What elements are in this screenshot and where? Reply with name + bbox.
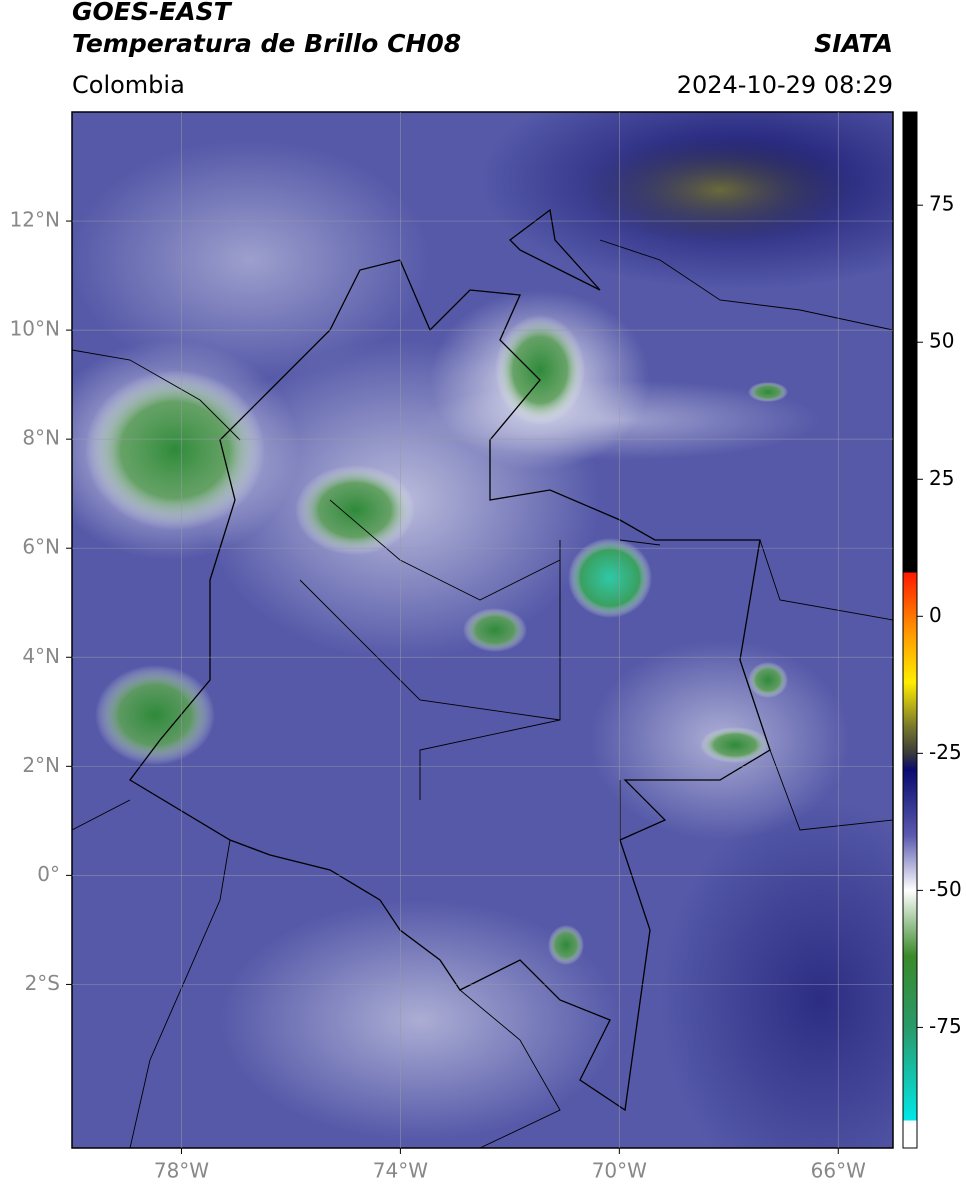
title: GOES-EAST <box>72 0 233 26</box>
x-tick-label: 66°W <box>811 1159 866 1183</box>
y-tick-label: 8°N <box>22 426 60 450</box>
colorbar-tick-label: -50 <box>929 877 962 901</box>
y-tick-label: 4°N <box>22 644 60 668</box>
x-tick-label: 78°W <box>154 1159 209 1183</box>
datetime: 2024-10-29 08:29 <box>677 71 893 99</box>
source: SIATA <box>814 29 893 58</box>
colorbar-tick-label: 75 <box>929 192 954 216</box>
y-tick-label: 12°N <box>10 208 60 232</box>
colorbar-tick-label: -75 <box>929 1014 962 1038</box>
map-frame <box>71 111 894 1149</box>
subtitle: Temperatura de Brillo CH08 <box>72 29 461 58</box>
colorbar-tick-label: 0 <box>929 603 942 627</box>
colorbar-frame <box>902 111 918 1149</box>
colorbar-tick-label: -25 <box>929 740 962 764</box>
y-tick-label: 6°N <box>22 535 60 559</box>
region: Colombia <box>72 71 185 99</box>
colorbar <box>903 112 917 1148</box>
colorbar-tick-label: 25 <box>929 466 954 490</box>
x-tick-label: 70°W <box>592 1159 647 1183</box>
x-tick-label: 74°W <box>373 1159 428 1183</box>
y-tick-label: 0° <box>37 862 60 886</box>
y-tick-label: 10°N <box>10 317 60 341</box>
colorbar-tick-label: 50 <box>929 329 954 353</box>
y-tick-label: 2°S <box>25 971 60 995</box>
satellite-image <box>72 112 893 1148</box>
y-tick-label: 2°N <box>22 753 60 777</box>
